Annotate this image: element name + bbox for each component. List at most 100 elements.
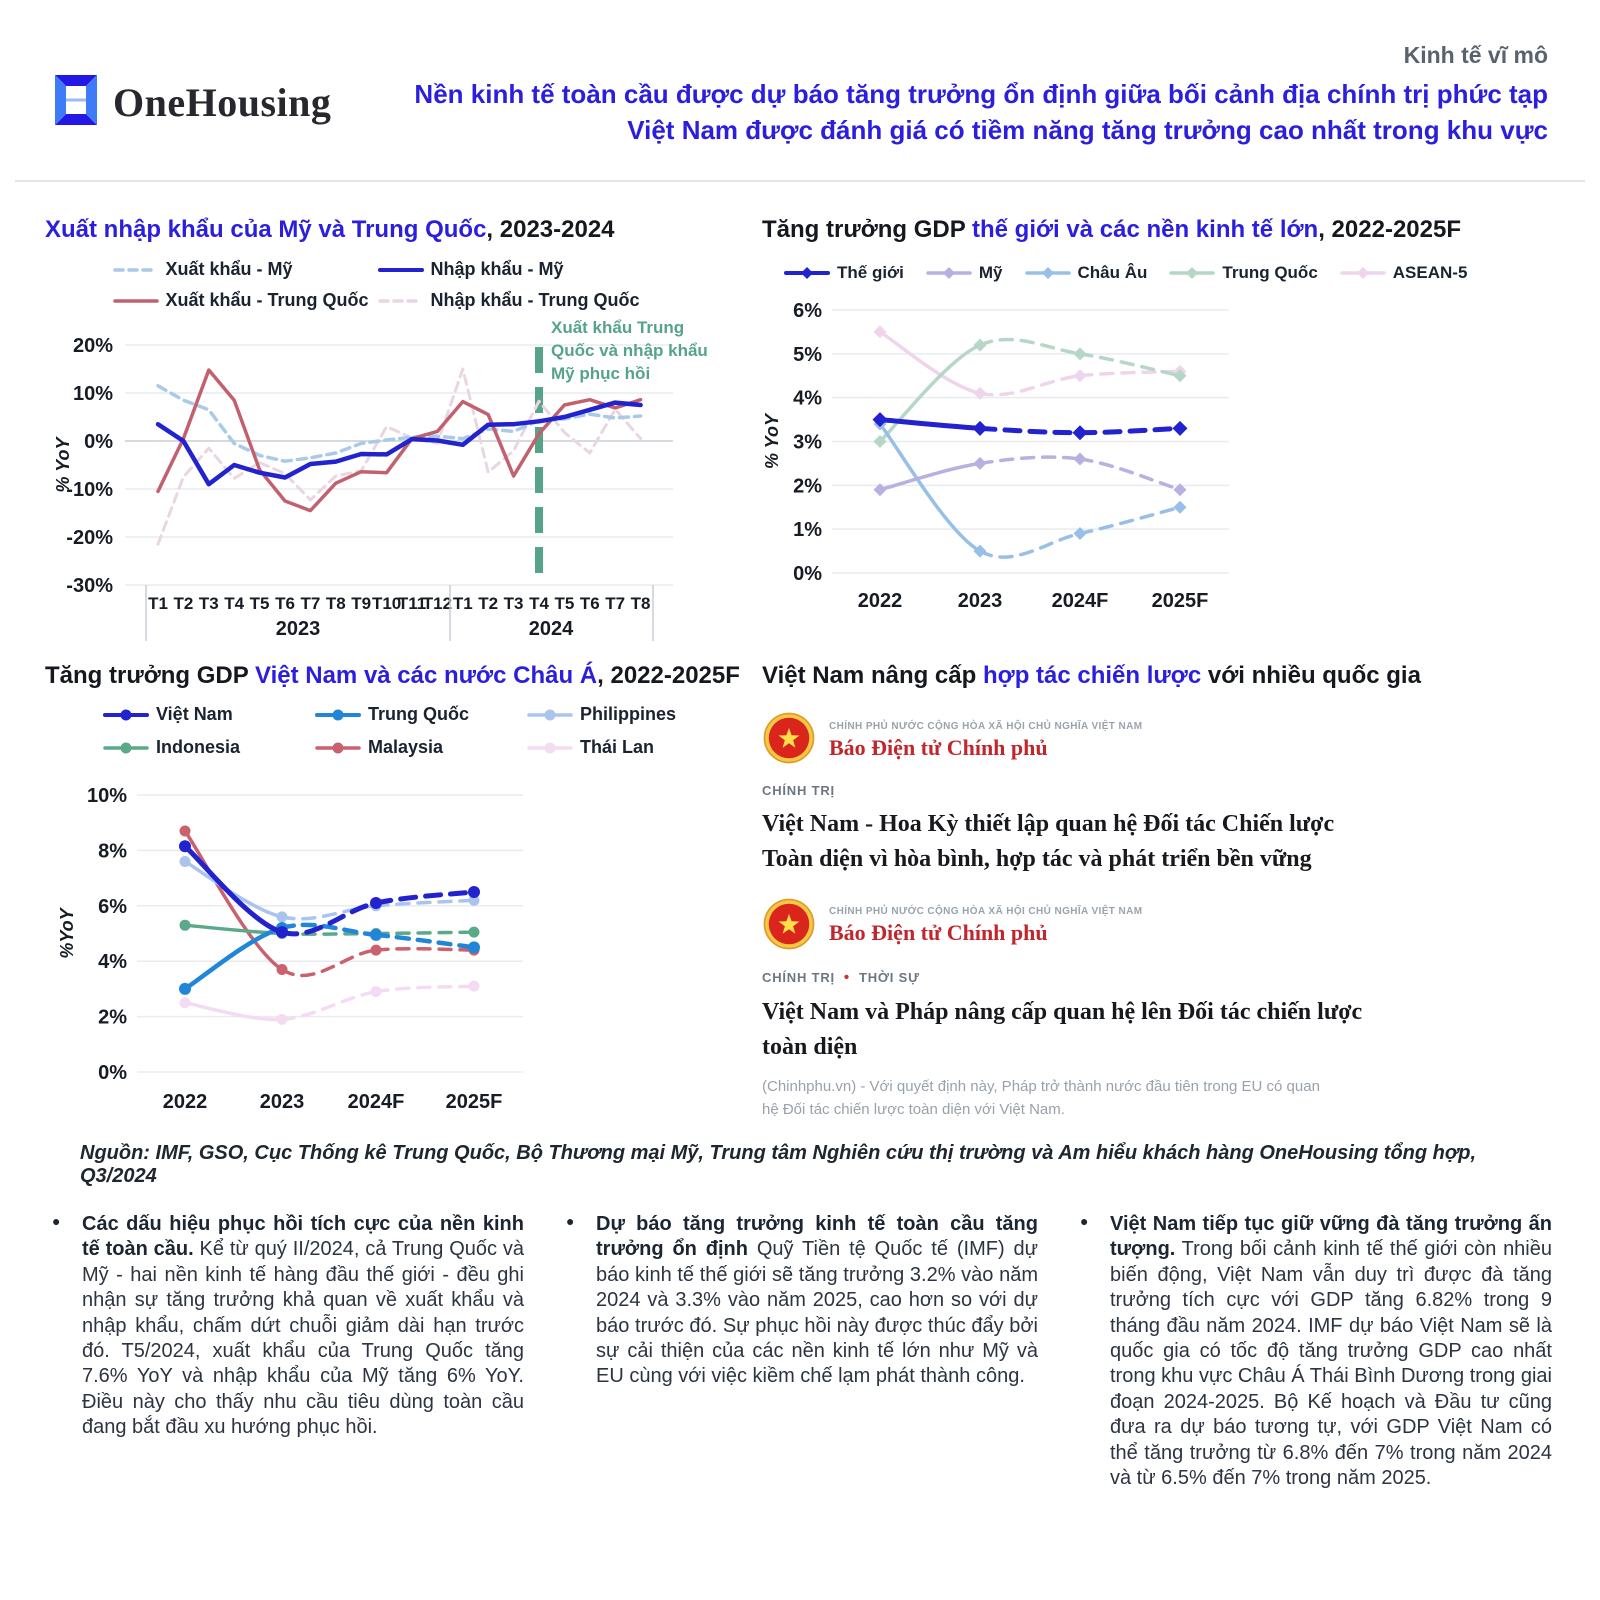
- svg-text:2022: 2022: [163, 1091, 208, 1113]
- legend-label: Xuất khẩu - Mỹ: [165, 259, 293, 280]
- bullet-lead: Dự báo tăng trưởng kinh tế toàn cầu tăng…: [596, 1213, 1038, 1261]
- masthead-small-text: CHÍNH PHỦ NƯỚC CỘNG HÒA XÃ HỘI CHỦ NGHĨA…: [829, 720, 1143, 732]
- article-tag: THỜI SỰ: [858, 969, 920, 985]
- article-tags: CHÍNH TRỊ • THỜI SỰ: [762, 969, 1502, 986]
- svg-text:20%: 20%: [73, 335, 113, 357]
- source-note: Nguồn: IMF, GSO, Cục Thống kê Trung Quốc…: [80, 1142, 1477, 1187]
- svg-text:3%: 3%: [793, 432, 822, 454]
- legend-item: Thế giới: [784, 263, 904, 283]
- page-header: OneHousing Kinh tế vĩ mô Nền kinh tế toà…: [55, 42, 1548, 149]
- svg-text:4%: 4%: [793, 388, 822, 410]
- svg-text:T6: T6: [275, 594, 295, 613]
- legend-swatch-line: [103, 709, 149, 721]
- world-gdp-chart-title: Tăng trưởng GDP thế giới và các nền kinh…: [762, 216, 1461, 243]
- masthead-text: CHÍNH PHỦ NƯỚC CỘNG HÒA XÃ HỘI CHỦ NGHĨA…: [829, 721, 1142, 761]
- legend-swatch-line: [784, 267, 830, 280]
- legend-swatch-line: [103, 742, 149, 754]
- news-article[interactable]: CHÍNH PHỦ NƯỚC CỘNG HÒA XÃ HỘI CHỦ NGHĨA…: [762, 711, 1502, 877]
- legend-label: Philippines: [580, 704, 677, 725]
- legend-item: Châu Âu: [1024, 263, 1147, 283]
- tag-separator-dot: •: [843, 968, 850, 986]
- svg-text:T3: T3: [199, 594, 219, 613]
- bullet-body: Quỹ Tiền tệ Quốc tế (IMF) dự báo kinh tế…: [596, 1238, 1038, 1388]
- svg-text:2023: 2023: [260, 1091, 305, 1113]
- svg-text:0%: 0%: [98, 1062, 127, 1084]
- svg-text:% YoY: % YoY: [762, 412, 782, 469]
- svg-text:2024: 2024: [529, 618, 574, 640]
- legend-label: ASEAN-5: [1392, 263, 1468, 283]
- article-dek: (Chinhphu.vn) - Với quyết định này, Pháp…: [762, 1078, 1320, 1118]
- svg-text:1%: 1%: [793, 519, 822, 541]
- svg-text:Quốc và nhập khẩu: Quốc và nhập khẩu: [551, 341, 708, 360]
- article-tag: CHÍNH TRỊ: [762, 783, 835, 799]
- legend-label: Trung Quốc: [368, 704, 469, 725]
- news-section-title: Việt Nam nâng cấp hợp tác chiến lược với…: [762, 662, 1421, 689]
- masthead-small-text: CHÍNH PHỦ NƯỚC CỘNG HÒA XÃ HỘI CHỦ NGHĨA…: [829, 906, 1143, 918]
- svg-text:T7: T7: [300, 594, 320, 613]
- svg-text:T4: T4: [224, 594, 244, 613]
- svg-text:T8: T8: [326, 594, 346, 613]
- news-article[interactable]: CHÍNH PHỦ NƯỚC CỘNG HÒA XÃ HỘI CHỦ NGHĨA…: [762, 897, 1502, 1122]
- legend-item: Indonesia: [103, 737, 315, 758]
- news-section: Việt Nam nâng cấp hợp tác chiến lược với…: [762, 660, 1502, 1121]
- bullet-lead: Việt Nam tiếp tục giữ vững đà tăng trưởn…: [1110, 1213, 1552, 1261]
- page-title-line2: Việt Nam được đánh giá có tiềm năng tăng…: [627, 115, 1548, 146]
- bullet-global-forecast: Dự báo tăng trưởng kinh tế toàn cầu tăng…: [566, 1212, 1038, 1491]
- svg-text:T2: T2: [173, 594, 193, 613]
- legend-item: Trung Quốc: [315, 704, 527, 725]
- legend-label: Nhập khẩu - Mỹ: [430, 259, 564, 280]
- svg-text:2024F: 2024F: [1052, 590, 1109, 612]
- svg-text:6%: 6%: [793, 300, 822, 322]
- svg-text:2%: 2%: [793, 476, 822, 498]
- legend-label: Thế giới: [837, 263, 904, 283]
- article-tags: CHÍNH TRỊ: [762, 783, 1502, 798]
- asia-gdp-section: Tăng trưởng GDP Việt Nam và các nước Châ…: [45, 660, 745, 1116]
- onehousing-logo-icon: [55, 74, 97, 130]
- svg-text:0%: 0%: [84, 431, 113, 453]
- svg-text:10%: 10%: [73, 383, 113, 405]
- legend-item: Nhập khẩu - Mỹ: [377, 259, 678, 280]
- world-gdp-section: Tăng trưởng GDP thế giới và các nền kinh…: [762, 214, 1557, 626]
- legend-swatch-line: [1169, 267, 1216, 280]
- legend-item: Mỹ: [926, 263, 1003, 283]
- svg-text:6%: 6%: [98, 896, 127, 918]
- legend-swatch-line: [527, 709, 573, 721]
- svg-text:5%: 5%: [793, 344, 822, 366]
- world-gdp-legend: Thế giới Mỹ Châu Âu Trung Quốc ASEAN-5: [784, 263, 1557, 283]
- article-headline[interactable]: Việt Nam và Pháp nâng cấp quan hệ lên Đố…: [762, 998, 1363, 1060]
- legend-item: Nhập khẩu - Trung Quốc: [377, 290, 678, 311]
- legend-label: Nhập khẩu - Trung Quốc: [430, 290, 640, 311]
- svg-text:2%: 2%: [98, 1007, 127, 1029]
- legend-label: Malaysia: [368, 737, 444, 758]
- brand-name: OneHousing: [113, 79, 332, 125]
- government-emblem-icon: [762, 711, 816, 770]
- legend-item: ASEAN-5: [1340, 263, 1468, 283]
- svg-text:2023: 2023: [276, 618, 321, 640]
- category-label: Kinh tế vĩ mô: [1403, 42, 1548, 68]
- svg-text:T2: T2: [478, 594, 498, 613]
- legend-label: Mỹ: [978, 263, 1003, 283]
- legend-item: Malaysia: [315, 737, 527, 758]
- svg-text:T5: T5: [554, 594, 574, 613]
- masthead-title: Báo Điện tử Chính phủ: [829, 920, 1048, 946]
- government-emblem-icon: [762, 897, 816, 956]
- bullet-body: Kể từ quý II/2024, cả Trung Quốc và Mỹ -…: [82, 1238, 524, 1439]
- legend-item: Trung Quốc: [1169, 263, 1318, 283]
- svg-text:T12: T12: [423, 594, 452, 613]
- asia-gdp-legend: Việt Nam Trung Quốc Philippines Indonesia Ma…: [103, 704, 745, 758]
- legend-item: Xuất khẩu - Trung Quốc: [112, 290, 378, 311]
- legend-label: Thái Lan: [580, 737, 655, 758]
- us-china-trade-chart-title: Xuất nhập khẩu của Mỹ và Trung Quốc, 202…: [45, 216, 615, 243]
- svg-text:T4: T4: [529, 594, 549, 613]
- svg-text:T10: T10: [372, 594, 401, 613]
- header-titles: Kinh tế vĩ mô Nền kinh tế toàn cầu được …: [414, 42, 1548, 149]
- svg-text:T8: T8: [631, 594, 651, 613]
- legend-swatch-line: [926, 267, 972, 280]
- asia-gdp-chart-title: Tăng trưởng GDP Việt Nam và các nước Châ…: [45, 662, 740, 689]
- legend-item: Thái Lan: [527, 737, 739, 758]
- legend-swatch-line: [112, 298, 159, 303]
- svg-text:Mỹ phục hồi: Mỹ phục hồi: [551, 364, 650, 383]
- article-headline[interactable]: Việt Nam - Hoa Kỳ thiết lập quan hệ Đối …: [762, 811, 1335, 872]
- svg-text:2025F: 2025F: [446, 1091, 503, 1113]
- svg-text:0%: 0%: [793, 563, 822, 585]
